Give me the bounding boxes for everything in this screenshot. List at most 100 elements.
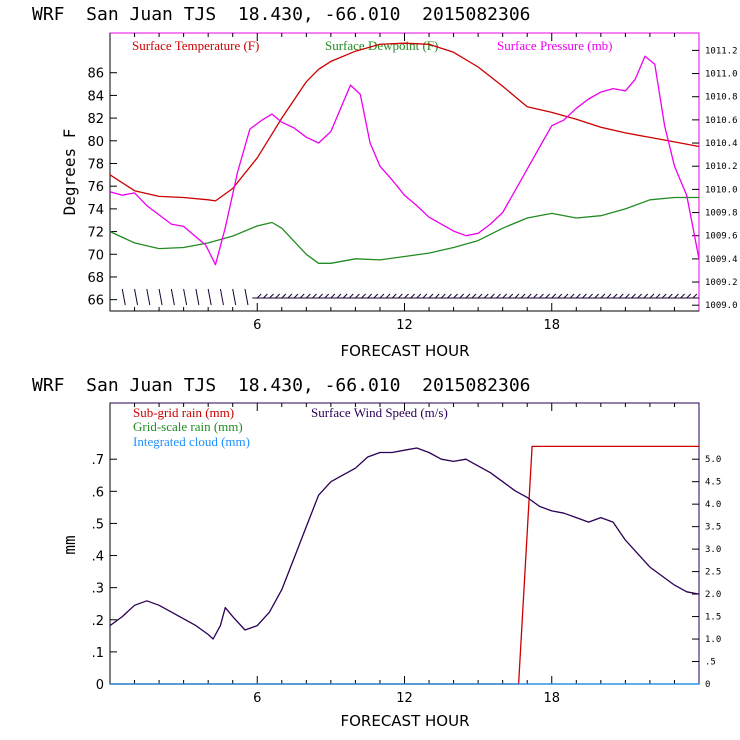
y2-tick-label: 2.5 (705, 568, 721, 578)
wind-barb (612, 293, 618, 299)
wind-barb (146, 288, 151, 306)
wind-barbs (121, 288, 699, 306)
wind-barb (582, 293, 587, 299)
wind-barb (367, 293, 373, 299)
wind-barb (121, 288, 126, 306)
wind-barb (299, 293, 305, 299)
y2-tick-label: 1011.0 (705, 70, 738, 80)
y2-tick-label: 1010.0 (705, 185, 738, 195)
wind-barb (281, 293, 287, 299)
wind-barb (183, 288, 188, 306)
y2-tick-label: 1009.4 (705, 255, 738, 265)
top-legend: Surface Temperature (F) Surface Dewpoint… (132, 38, 613, 53)
y-tick-label: 0 (96, 678, 104, 693)
wind-barb (232, 288, 237, 306)
wind-barb (275, 293, 281, 299)
wind-barb (594, 293, 600, 299)
legend-integrated-cloud: Integrated cloud (mm) (133, 434, 250, 449)
top-title: WRF San Juan TJS 18.430, -66.010 2015082… (32, 4, 531, 25)
top-x-ticks: 6 12 18 (134, 33, 675, 333)
wind-barb (686, 293, 692, 299)
bottom-title: WRF San Juan TJS 18.430, -66.010 2015082… (32, 375, 531, 396)
wind-barb (305, 293, 311, 299)
wind-barb (655, 293, 661, 299)
y2-tick-label: 4.0 (705, 500, 721, 510)
y-tick-label: .7 (92, 453, 104, 468)
bottom-y-ticks: 0 .1 .2 .3 .4 .5 .6 .7 (92, 453, 117, 693)
y2-tick-label: 1009.6 (705, 232, 738, 242)
wind-barb (618, 293, 624, 299)
wind-barb (575, 293, 581, 299)
y2-tick-label: 1009.0 (705, 301, 738, 311)
y-tick-label: 76 (87, 180, 104, 195)
wind-barb (348, 293, 354, 299)
wind-barb (588, 293, 593, 299)
wind-barb (674, 293, 679, 299)
y2-tick-label: 1.0 (705, 635, 721, 645)
y-tick-label: 86 (87, 67, 104, 82)
wind-barb (330, 293, 336, 299)
legend-subgrid-rain: Sub-grid rain (mm) (133, 405, 234, 420)
wind-barb (496, 293, 501, 299)
wind-barb (563, 293, 569, 299)
x-tick-label: 12 (396, 691, 413, 706)
wind-barb (373, 293, 379, 299)
wind-barb (643, 293, 649, 299)
wind-barb (459, 293, 465, 299)
y-tick-label: .6 (92, 485, 104, 500)
wind-barb (520, 293, 526, 299)
y2-tick-label: .5 (705, 658, 716, 668)
y-tick-label: 66 (87, 294, 104, 309)
y-tick-label: 72 (87, 226, 104, 241)
bottom-x-ticks: 6 12 18 (134, 403, 675, 706)
wind-barb (434, 293, 440, 299)
y2-tick-label: 1010.8 (705, 93, 738, 103)
wind-barb (207, 288, 212, 306)
y-tick-label: 74 (87, 203, 104, 218)
legend-temperature: Surface Temperature (F) (132, 38, 259, 53)
wind-barb (557, 293, 563, 299)
wind-barb (569, 293, 575, 299)
wind-barb (637, 293, 642, 299)
wind-barb (256, 293, 262, 299)
y2-tick-label: 0 (705, 680, 710, 690)
wind-barb (539, 293, 544, 299)
series-line-sub-grid-rain-mm (110, 445, 699, 685)
bottom-legend: Sub-grid rain (mm) Grid-scale rain (mm) … (133, 405, 448, 449)
wind-barb (379, 293, 385, 299)
y-tick-label: 84 (87, 89, 104, 104)
y2-tick-label: 2.0 (705, 590, 721, 600)
wind-barb (692, 293, 698, 299)
wind-barb (490, 293, 495, 299)
y-tick-label: .3 (92, 582, 104, 597)
wind-barb (336, 293, 342, 299)
wind-barb (508, 293, 514, 299)
series-line-surface-temperature-f (109, 42, 700, 202)
bottom-y2-ticks: 0 .5 1.0 1.5 2.0 2.5 3.0 3.5 4.0 4.5 5.0 (692, 455, 721, 690)
wind-barb (404, 293, 409, 299)
x-tick-label: 18 (543, 691, 560, 706)
wind-barb (219, 288, 224, 306)
wind-barb (545, 293, 550, 299)
y2-tick-label: 1009.8 (705, 209, 738, 219)
wind-barb (385, 293, 391, 299)
wind-barb (532, 293, 538, 299)
wind-barb (134, 288, 139, 306)
top-x-axis-label: FORECAST HOUR (340, 342, 469, 360)
series-line-surface-wind-speed-m-s (109, 447, 700, 640)
wind-barb (269, 293, 274, 299)
y2-tick-label: 1011.2 (705, 46, 738, 56)
wind-barb (471, 293, 477, 299)
y-tick-label: .4 (92, 550, 104, 565)
y2-tick-label: 4.5 (705, 478, 721, 488)
top-panel: WRF San Juan TJS 18.430, -66.010 2015082… (32, 4, 738, 360)
wind-barb (410, 293, 415, 299)
legend-dewpoint: Surface Dewpoint (F) (325, 38, 438, 53)
x-tick-label: 12 (396, 318, 413, 333)
wind-barb (287, 293, 293, 299)
top-plot-frame (109, 32, 700, 312)
wind-barb (440, 293, 446, 299)
wind-barb (606, 293, 612, 299)
y2-tick-label: 3.0 (705, 545, 721, 555)
wind-barb (391, 293, 397, 299)
